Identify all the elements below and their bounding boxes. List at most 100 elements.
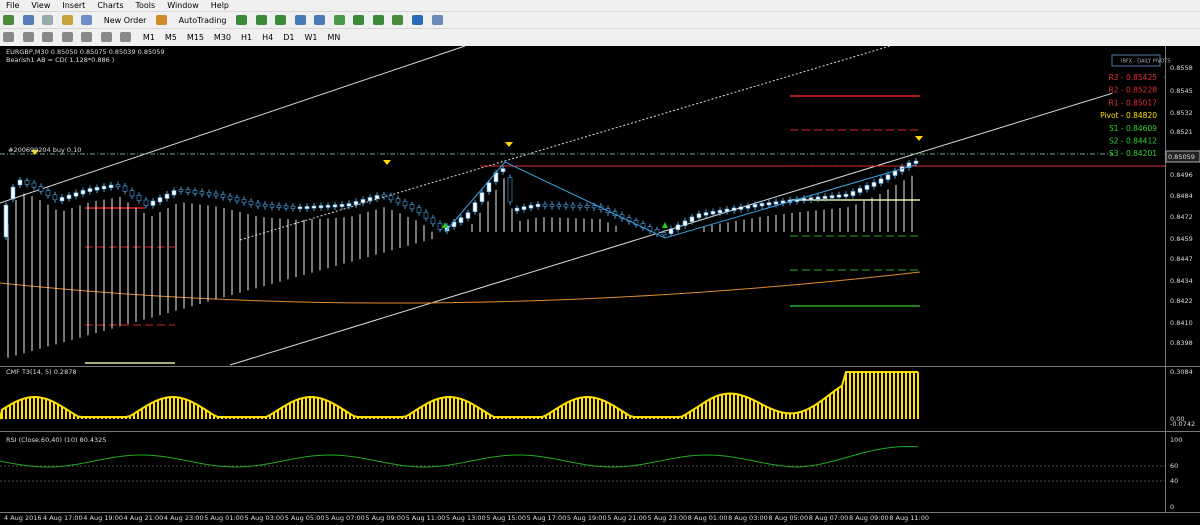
candle (269, 204, 275, 208)
icon[interactable] (392, 15, 404, 25)
icon[interactable] (372, 15, 384, 25)
time-label: 5 Aug 09:00 (365, 514, 405, 522)
price-label: 0.8398 (1170, 339, 1193, 347)
candle (724, 208, 730, 213)
candle (521, 206, 527, 210)
candle (220, 193, 226, 198)
candle (87, 188, 93, 192)
rsi-title: RSI (Close,60,40) (10) 80.4325 (6, 436, 106, 444)
rsi-axis-label: 100 (1170, 436, 1182, 444)
timeframe-button[interactable]: W1 (304, 33, 318, 42)
current-price-box (1165, 150, 1200, 163)
menu-item[interactable]: Window (167, 1, 199, 10)
icon[interactable] (120, 32, 132, 42)
timeframe-button[interactable]: H4 (262, 33, 274, 42)
candle (843, 193, 849, 197)
chart-window: EURGBP,M30 0.85050 0.85075 0.85039 0.850… (0, 46, 1200, 525)
menu-item[interactable]: Help (210, 1, 229, 10)
cmf-outline (0, 371, 918, 420)
icon[interactable] (22, 15, 34, 25)
menu-item[interactable]: Charts (97, 1, 124, 10)
icon[interactable] (42, 32, 54, 42)
price-label: 0.8532 (1170, 109, 1193, 117)
timeframe-button[interactable]: H1 (241, 33, 253, 42)
candle (136, 195, 142, 201)
candle (192, 190, 198, 194)
icon[interactable] (275, 15, 287, 25)
rsi-line (0, 446, 919, 468)
candle (479, 192, 485, 203)
candle (248, 200, 254, 205)
timeframe-button[interactable]: M1 (142, 33, 155, 42)
icon[interactable] (22, 32, 34, 42)
icon[interactable] (411, 15, 423, 25)
icon[interactable] (42, 15, 54, 25)
icon[interactable] (255, 15, 267, 25)
icon[interactable] (81, 32, 93, 42)
icon[interactable] (294, 15, 306, 25)
chart-header: EURGBP,M30 0.85050 0.85075 0.85039 0.850… (6, 48, 165, 56)
icon[interactable] (314, 15, 326, 25)
timeframe-button[interactable]: M5 (164, 33, 177, 42)
candle (374, 195, 380, 200)
icon[interactable] (61, 32, 73, 42)
candle (157, 197, 163, 203)
candle (668, 228, 674, 235)
new-order-button[interactable]: New Order (103, 16, 147, 25)
trend-line (239, 46, 891, 241)
rsi-axis-label: 60 (1170, 462, 1178, 470)
candle (661, 232, 667, 236)
timeframe-button[interactable]: D1 (283, 33, 295, 42)
candle (402, 201, 408, 207)
icon[interactable] (61, 15, 73, 25)
candle (283, 205, 289, 209)
timeframe-button[interactable]: M15 (186, 33, 204, 42)
menu-item[interactable]: Insert (62, 1, 86, 10)
pivot-title: IBFX - DAILY PIVOTS (1121, 59, 1171, 65)
candle (871, 182, 877, 187)
candle (213, 192, 219, 197)
candle (759, 203, 765, 207)
candle (836, 194, 842, 198)
price-label: 0.8410 (1170, 319, 1193, 327)
pivot-level: S2 - 0.84412 (1109, 137, 1157, 146)
icon[interactable] (431, 15, 443, 25)
timeframe-button[interactable]: MN (327, 33, 341, 42)
time-label: 4 Aug 23:00 (164, 514, 204, 522)
candle (185, 189, 191, 193)
candle (528, 204, 534, 209)
candle (745, 205, 751, 209)
menu-item[interactable]: File (6, 1, 20, 10)
icon[interactable] (236, 15, 248, 25)
candle (129, 190, 135, 197)
menu-item[interactable]: Tools (135, 1, 156, 10)
candle (570, 204, 576, 208)
icon[interactable] (3, 15, 14, 25)
candle (472, 202, 478, 213)
pivot-box (1111, 54, 1161, 67)
candle (346, 203, 352, 207)
price-label: 0.8459 (1170, 235, 1193, 243)
candle (906, 162, 912, 168)
icon[interactable] (81, 15, 93, 25)
icon[interactable] (100, 32, 112, 42)
pivot-level: S1 - 0.84609 (1109, 124, 1157, 133)
candle (59, 197, 65, 202)
icon[interactable] (156, 15, 168, 25)
candle (549, 204, 555, 207)
candle (542, 203, 548, 207)
time-label: 5 Aug 23:00 (648, 514, 688, 522)
icon[interactable] (353, 15, 365, 25)
candle (864, 185, 870, 190)
candle (514, 207, 520, 212)
icon[interactable] (333, 15, 345, 25)
candle (3, 204, 9, 238)
pivot-level: S3 - 0.84201 (1109, 149, 1157, 158)
candle (885, 174, 891, 180)
icon[interactable] (3, 32, 14, 42)
abcd-pattern (444, 161, 916, 239)
autotrading-button[interactable]: AutoTrading (178, 16, 227, 25)
candle (115, 184, 121, 187)
timeframe-button[interactable]: M30 (213, 33, 232, 42)
menu-item[interactable]: View (31, 1, 51, 10)
